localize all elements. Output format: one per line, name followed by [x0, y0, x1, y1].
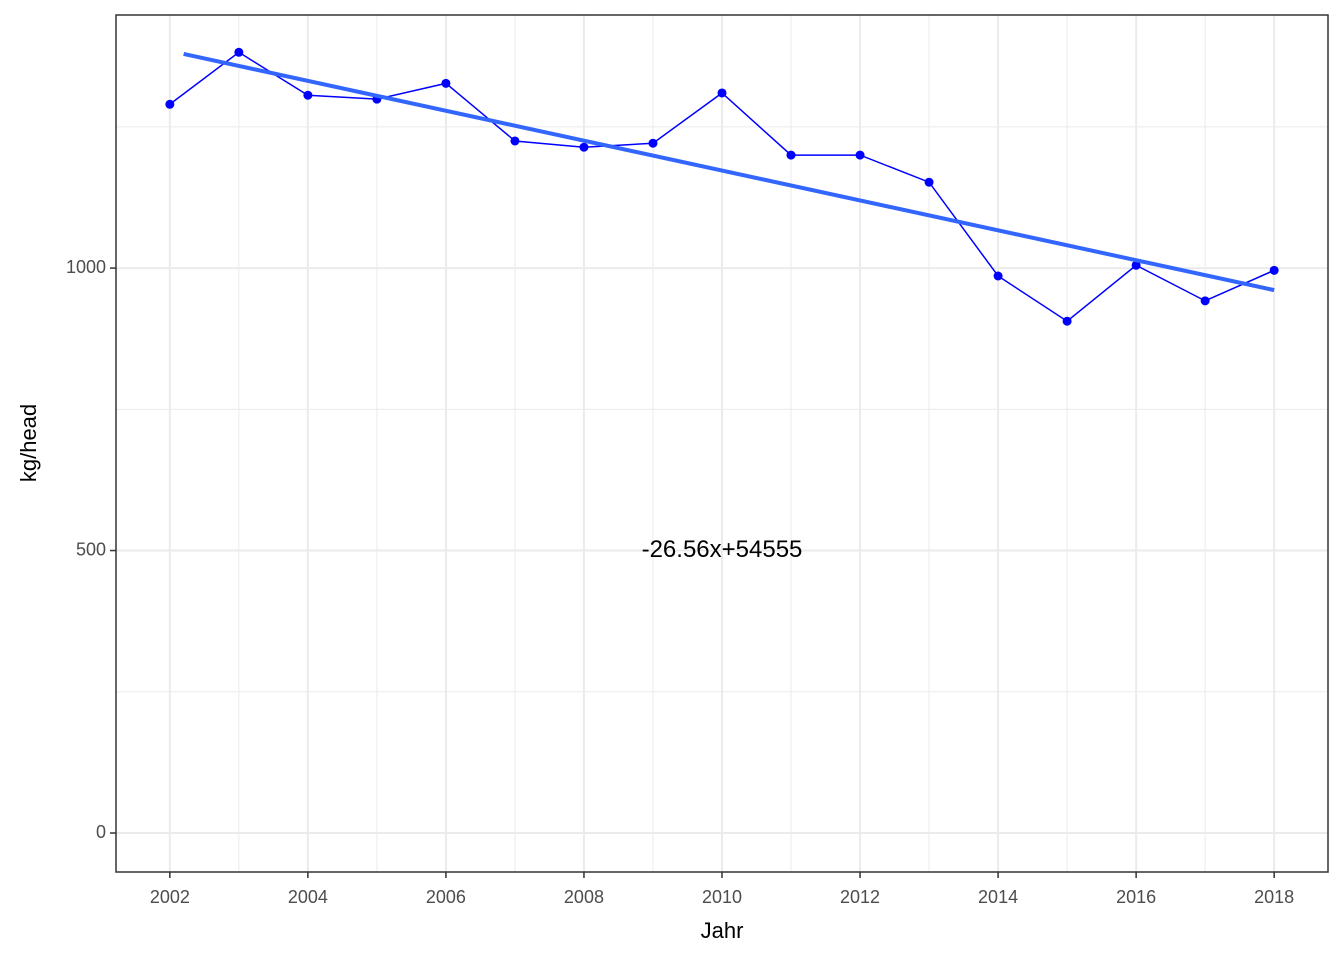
data-point — [165, 99, 175, 109]
y-axis-label: kg/head — [16, 404, 41, 482]
x-tick-label: 2004 — [288, 887, 328, 907]
x-tick-label: 2012 — [840, 887, 880, 907]
data-point — [510, 136, 520, 146]
x-tick-label: 2008 — [564, 887, 604, 907]
data-point — [234, 47, 244, 57]
x-tick-label: 2006 — [426, 887, 466, 907]
data-point — [786, 150, 796, 160]
data-point — [1131, 260, 1141, 270]
x-tick-label: 2002 — [150, 887, 190, 907]
data-point — [717, 88, 727, 98]
data-point — [993, 271, 1003, 281]
data-point — [1200, 296, 1210, 306]
data-point — [1062, 316, 1072, 326]
annotation: -26.56x+54555 — [642, 536, 803, 563]
data-point — [1269, 265, 1279, 275]
data-point — [579, 142, 589, 152]
panel-border — [115, 14, 1329, 873]
data-point — [648, 138, 658, 148]
x-tick-label: 2010 — [702, 887, 742, 907]
y-tick-label: 1000 — [66, 257, 106, 277]
y-tick-label: 500 — [76, 539, 106, 559]
x-tick-label: 2018 — [1254, 887, 1294, 907]
x-axis-label: Jahr — [701, 918, 744, 943]
data-point — [441, 78, 451, 88]
x-tick-label: 2014 — [978, 887, 1018, 907]
x-tick-label: 2016 — [1116, 887, 1156, 907]
y-tick-label: 0 — [96, 822, 106, 842]
data-point — [924, 177, 934, 187]
data-point — [303, 90, 313, 100]
data-point — [855, 150, 865, 160]
trend-line — [183, 52, 1275, 293]
